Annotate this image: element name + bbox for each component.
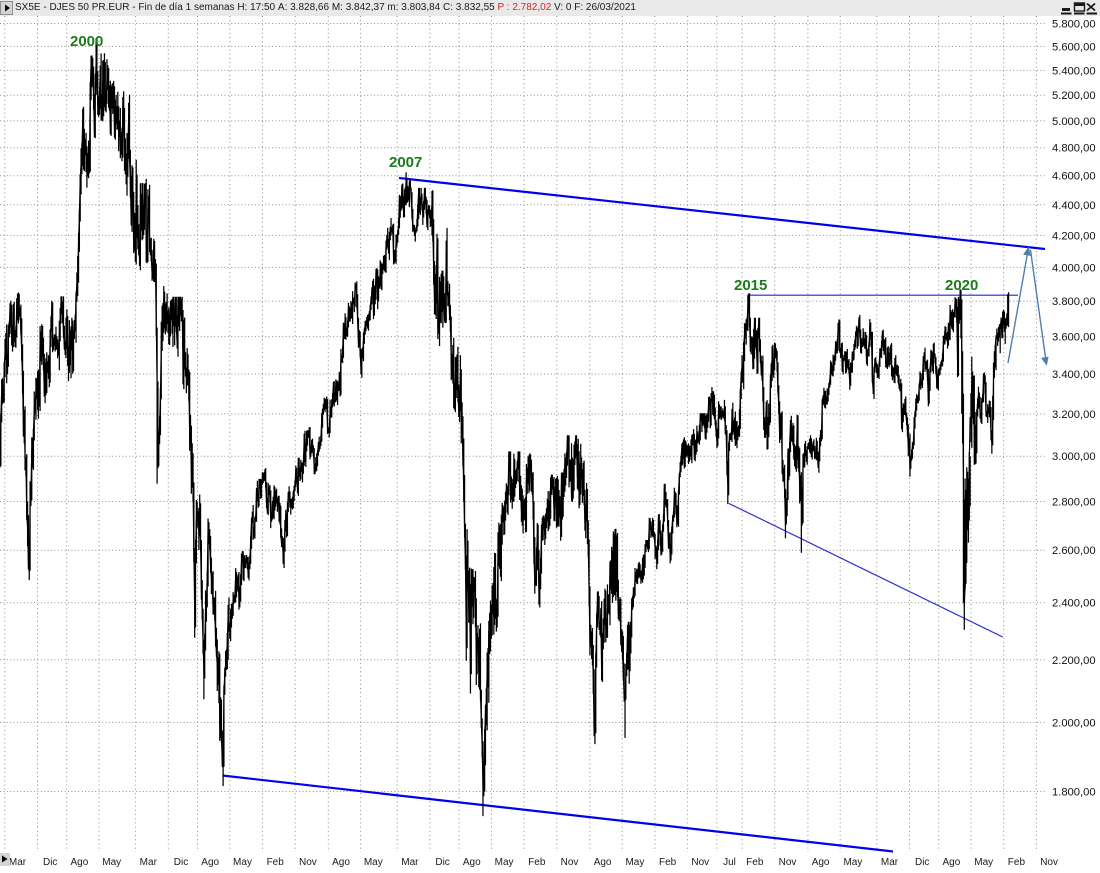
svg-text:Ago: Ago	[463, 857, 481, 868]
svg-text:Dic: Dic	[174, 857, 188, 868]
svg-text:Nov: Nov	[691, 857, 709, 868]
svg-text:Feb: Feb	[528, 857, 546, 868]
svg-text:Feb: Feb	[659, 857, 677, 868]
svg-text:5.400,00: 5.400,00	[1052, 65, 1096, 77]
svg-text:Feb: Feb	[1008, 857, 1026, 868]
svg-text:Mar: Mar	[140, 857, 158, 868]
svg-text:2.200,00: 2.200,00	[1052, 655, 1096, 667]
svg-text:Ago: Ago	[812, 857, 830, 868]
svg-text:Nov: Nov	[299, 857, 317, 868]
svg-text:2000: 2000	[70, 33, 103, 50]
svg-text:Mar: Mar	[881, 857, 899, 868]
svg-text:4.000,00: 4.000,00	[1052, 262, 1096, 274]
svg-text:Nov: Nov	[779, 857, 797, 868]
svg-text:May: May	[102, 857, 121, 868]
svg-text:5.600,00: 5.600,00	[1052, 42, 1096, 54]
svg-text:Ago: Ago	[201, 857, 219, 868]
svg-text:3.000,00: 3.000,00	[1052, 451, 1096, 463]
svg-text:Mar: Mar	[9, 857, 27, 868]
svg-text:Ago: Ago	[943, 857, 961, 868]
svg-text:4.600,00: 4.600,00	[1052, 171, 1096, 183]
svg-text:May: May	[495, 857, 514, 868]
svg-text:2020: 2020	[945, 277, 978, 294]
svg-text:1.800,00: 1.800,00	[1052, 787, 1096, 799]
svg-text:Nov: Nov	[561, 857, 579, 868]
svg-text:Feb: Feb	[746, 857, 764, 868]
svg-text:Dic: Dic	[435, 857, 449, 868]
svg-text:3.600,00: 3.600,00	[1052, 332, 1096, 344]
svg-text:3.800,00: 3.800,00	[1052, 296, 1096, 308]
svg-text:Ago: Ago	[71, 857, 89, 868]
svg-text:2.000,00: 2.000,00	[1052, 717, 1096, 729]
svg-text:May: May	[625, 857, 644, 868]
svg-text:Nov: Nov	[1040, 857, 1058, 868]
svg-text:4.200,00: 4.200,00	[1052, 230, 1096, 242]
svg-text:May: May	[233, 857, 252, 868]
svg-text:May: May	[974, 857, 993, 868]
svg-text:4.400,00: 4.400,00	[1052, 200, 1096, 212]
svg-text:Ago: Ago	[332, 857, 350, 868]
svg-text:2007: 2007	[389, 154, 422, 171]
svg-text:4.800,00: 4.800,00	[1052, 143, 1096, 155]
svg-text:3.200,00: 3.200,00	[1052, 409, 1096, 421]
svg-text:2.400,00: 2.400,00	[1052, 598, 1096, 610]
svg-text:May: May	[843, 857, 862, 868]
svg-text:Ago: Ago	[594, 857, 612, 868]
svg-text:Dic: Dic	[915, 857, 929, 868]
svg-text:2.600,00: 2.600,00	[1052, 545, 1096, 557]
svg-text:5.000,00: 5.000,00	[1052, 116, 1096, 128]
svg-text:2015: 2015	[734, 277, 767, 294]
svg-text:5.200,00: 5.200,00	[1052, 90, 1096, 102]
svg-text:5.800,00: 5.800,00	[1052, 19, 1096, 31]
svg-text:Feb: Feb	[267, 857, 285, 868]
svg-text:Mar: Mar	[401, 857, 419, 868]
svg-text:Jul: Jul	[723, 857, 736, 868]
svg-text:2.800,00: 2.800,00	[1052, 497, 1096, 509]
svg-text:3.400,00: 3.400,00	[1052, 369, 1096, 381]
svg-text:May: May	[364, 857, 383, 868]
svg-text:Dic: Dic	[43, 857, 57, 868]
